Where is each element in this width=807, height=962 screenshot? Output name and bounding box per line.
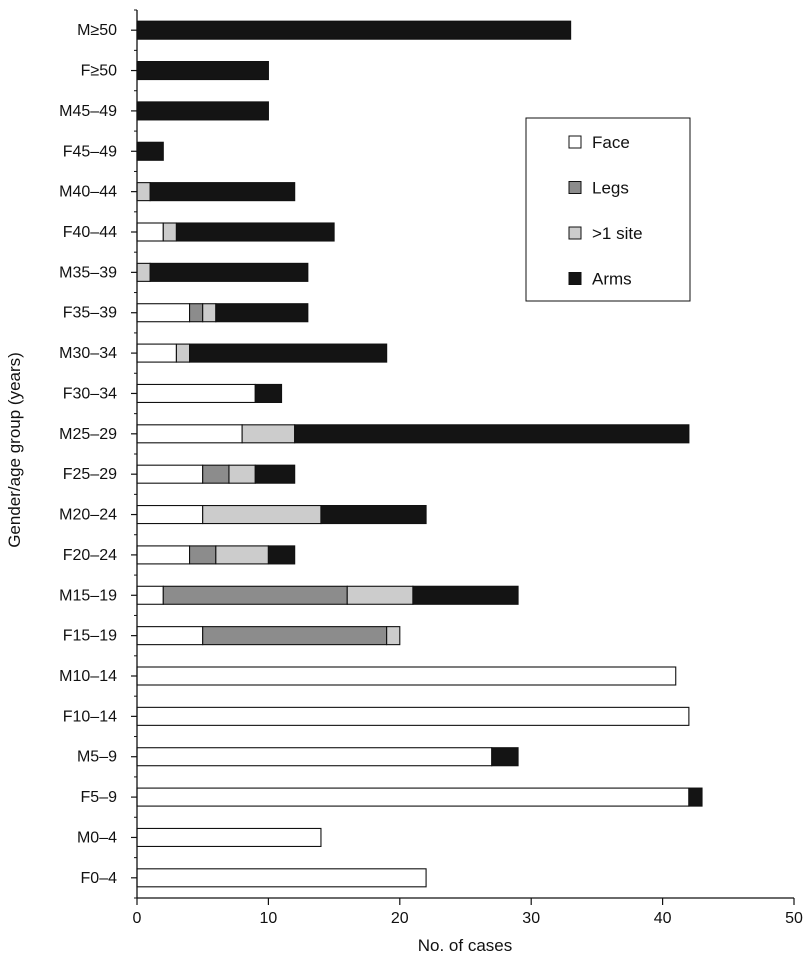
- y-axis-title: Gender/age group (years): [5, 352, 24, 548]
- legend-label: Legs: [592, 179, 629, 198]
- category-label: F30–34: [63, 385, 117, 402]
- category-label: F45–49: [63, 143, 117, 160]
- bar-segment-face: [136, 504, 204, 525]
- bar-segment-face: [136, 545, 191, 565]
- category-label: F0–4: [81, 870, 118, 887]
- bar-segment--1-site: [162, 222, 177, 242]
- x-axis-title: No. of cases: [418, 936, 513, 955]
- bar-segment-arms: [254, 464, 296, 484]
- bar-segment-arms: [149, 262, 309, 282]
- bar-segment-face: [136, 747, 493, 767]
- legend: Face Legs >1 site Arms: [525, 117, 691, 302]
- category-label: F≥50: [81, 63, 117, 80]
- category-label: F25–29: [63, 466, 117, 483]
- legend-label: Face: [592, 133, 630, 152]
- bar-segment-face: [136, 424, 243, 444]
- category-label: M≥50: [77, 22, 117, 39]
- x-tick-label: 20: [391, 910, 409, 927]
- bar-segment-arms: [149, 182, 296, 202]
- bars-layer: [136, 20, 703, 888]
- bar-segment--1-site: [241, 424, 296, 444]
- bar-segment-face: [136, 464, 204, 484]
- bar-segment-face: [136, 666, 677, 686]
- bar-segment-arms: [267, 545, 296, 565]
- category-label: M5–9: [77, 749, 117, 766]
- bar-segment-legs: [202, 464, 230, 484]
- bar-segment-face: [136, 827, 322, 848]
- bar-segment-face: [136, 343, 177, 363]
- bar-segment-face: [136, 787, 690, 807]
- bar-segment-face: [136, 585, 164, 605]
- bar-segment-arms: [136, 60, 269, 81]
- bar-segment-arms: [136, 101, 269, 121]
- bar-segment-face: [136, 303, 191, 323]
- category-label: M10–14: [59, 668, 117, 685]
- bar-segment--1-site: [386, 626, 401, 646]
- category-label: M0–4: [77, 829, 117, 846]
- bar-segment-legs: [189, 303, 204, 323]
- category-label: F10–14: [63, 708, 117, 725]
- legend-label: Arms: [592, 270, 632, 289]
- bar-segment--1-site: [346, 585, 414, 605]
- legend-label: >1 site: [592, 224, 643, 243]
- category-label: M15–19: [59, 587, 117, 604]
- bar-segment-arms: [491, 747, 519, 767]
- bar-segment-arms: [136, 141, 164, 161]
- category-label: M45–49: [59, 103, 117, 120]
- category-label: M30–34: [59, 345, 117, 362]
- legend-swatch: [568, 272, 582, 285]
- bar-segment-arms: [320, 504, 427, 525]
- category-label: M25–29: [59, 426, 117, 443]
- bar-segment-arms: [688, 787, 703, 807]
- category-label: F20–24: [63, 547, 117, 564]
- x-tick-label: 40: [654, 910, 672, 927]
- bar-segment-arms: [189, 343, 388, 363]
- legend-swatch: [568, 181, 582, 194]
- bar-segment--1-site: [202, 303, 217, 323]
- bar-segment-legs: [189, 545, 217, 565]
- legend-swatch: [568, 226, 582, 240]
- bar-segment-arms: [136, 20, 572, 40]
- bar-segment-face: [136, 383, 256, 404]
- bar-segment-arms: [294, 424, 690, 444]
- bar-segment--1-site: [202, 504, 322, 525]
- category-label: M35–39: [59, 264, 117, 281]
- bar-segment-face: [136, 706, 690, 726]
- x-tick-label: 0: [133, 910, 142, 927]
- bar-segment--1-site: [175, 343, 191, 363]
- bar-segment--1-site: [136, 262, 151, 282]
- category-label: F5–9: [81, 789, 118, 806]
- bar-segment-arms: [254, 383, 283, 404]
- category-label: F15–19: [63, 628, 117, 645]
- bar-segment-legs: [162, 585, 348, 605]
- category-label: M40–44: [59, 184, 117, 201]
- legend-swatch: [568, 135, 582, 149]
- bar-segment-legs: [202, 626, 388, 646]
- x-tick-label: 50: [785, 910, 803, 927]
- bar-segment-face: [136, 222, 164, 242]
- x-tick-label: 30: [522, 910, 540, 927]
- bar-segment-arms: [175, 222, 335, 242]
- bar-segment--1-site: [215, 545, 269, 565]
- category-label: F35–39: [63, 305, 117, 322]
- bar-segment-face: [136, 626, 204, 646]
- category-label: M20–24: [59, 507, 117, 524]
- bar-segment-face: [136, 868, 427, 888]
- ticks-layer: M≥50 F≥50 M45–49 F45–49 M40–44 F40–44 M35–39 F3…: [59, 9, 803, 927]
- bar-segment--1-site: [228, 464, 256, 484]
- legend-box: [525, 117, 691, 302]
- x-tick-label: 10: [260, 910, 278, 927]
- bar-segment-arms: [215, 303, 309, 323]
- category-label: F40–44: [63, 224, 117, 241]
- bar-segment-arms: [412, 585, 519, 605]
- bar-segment--1-site: [136, 182, 151, 202]
